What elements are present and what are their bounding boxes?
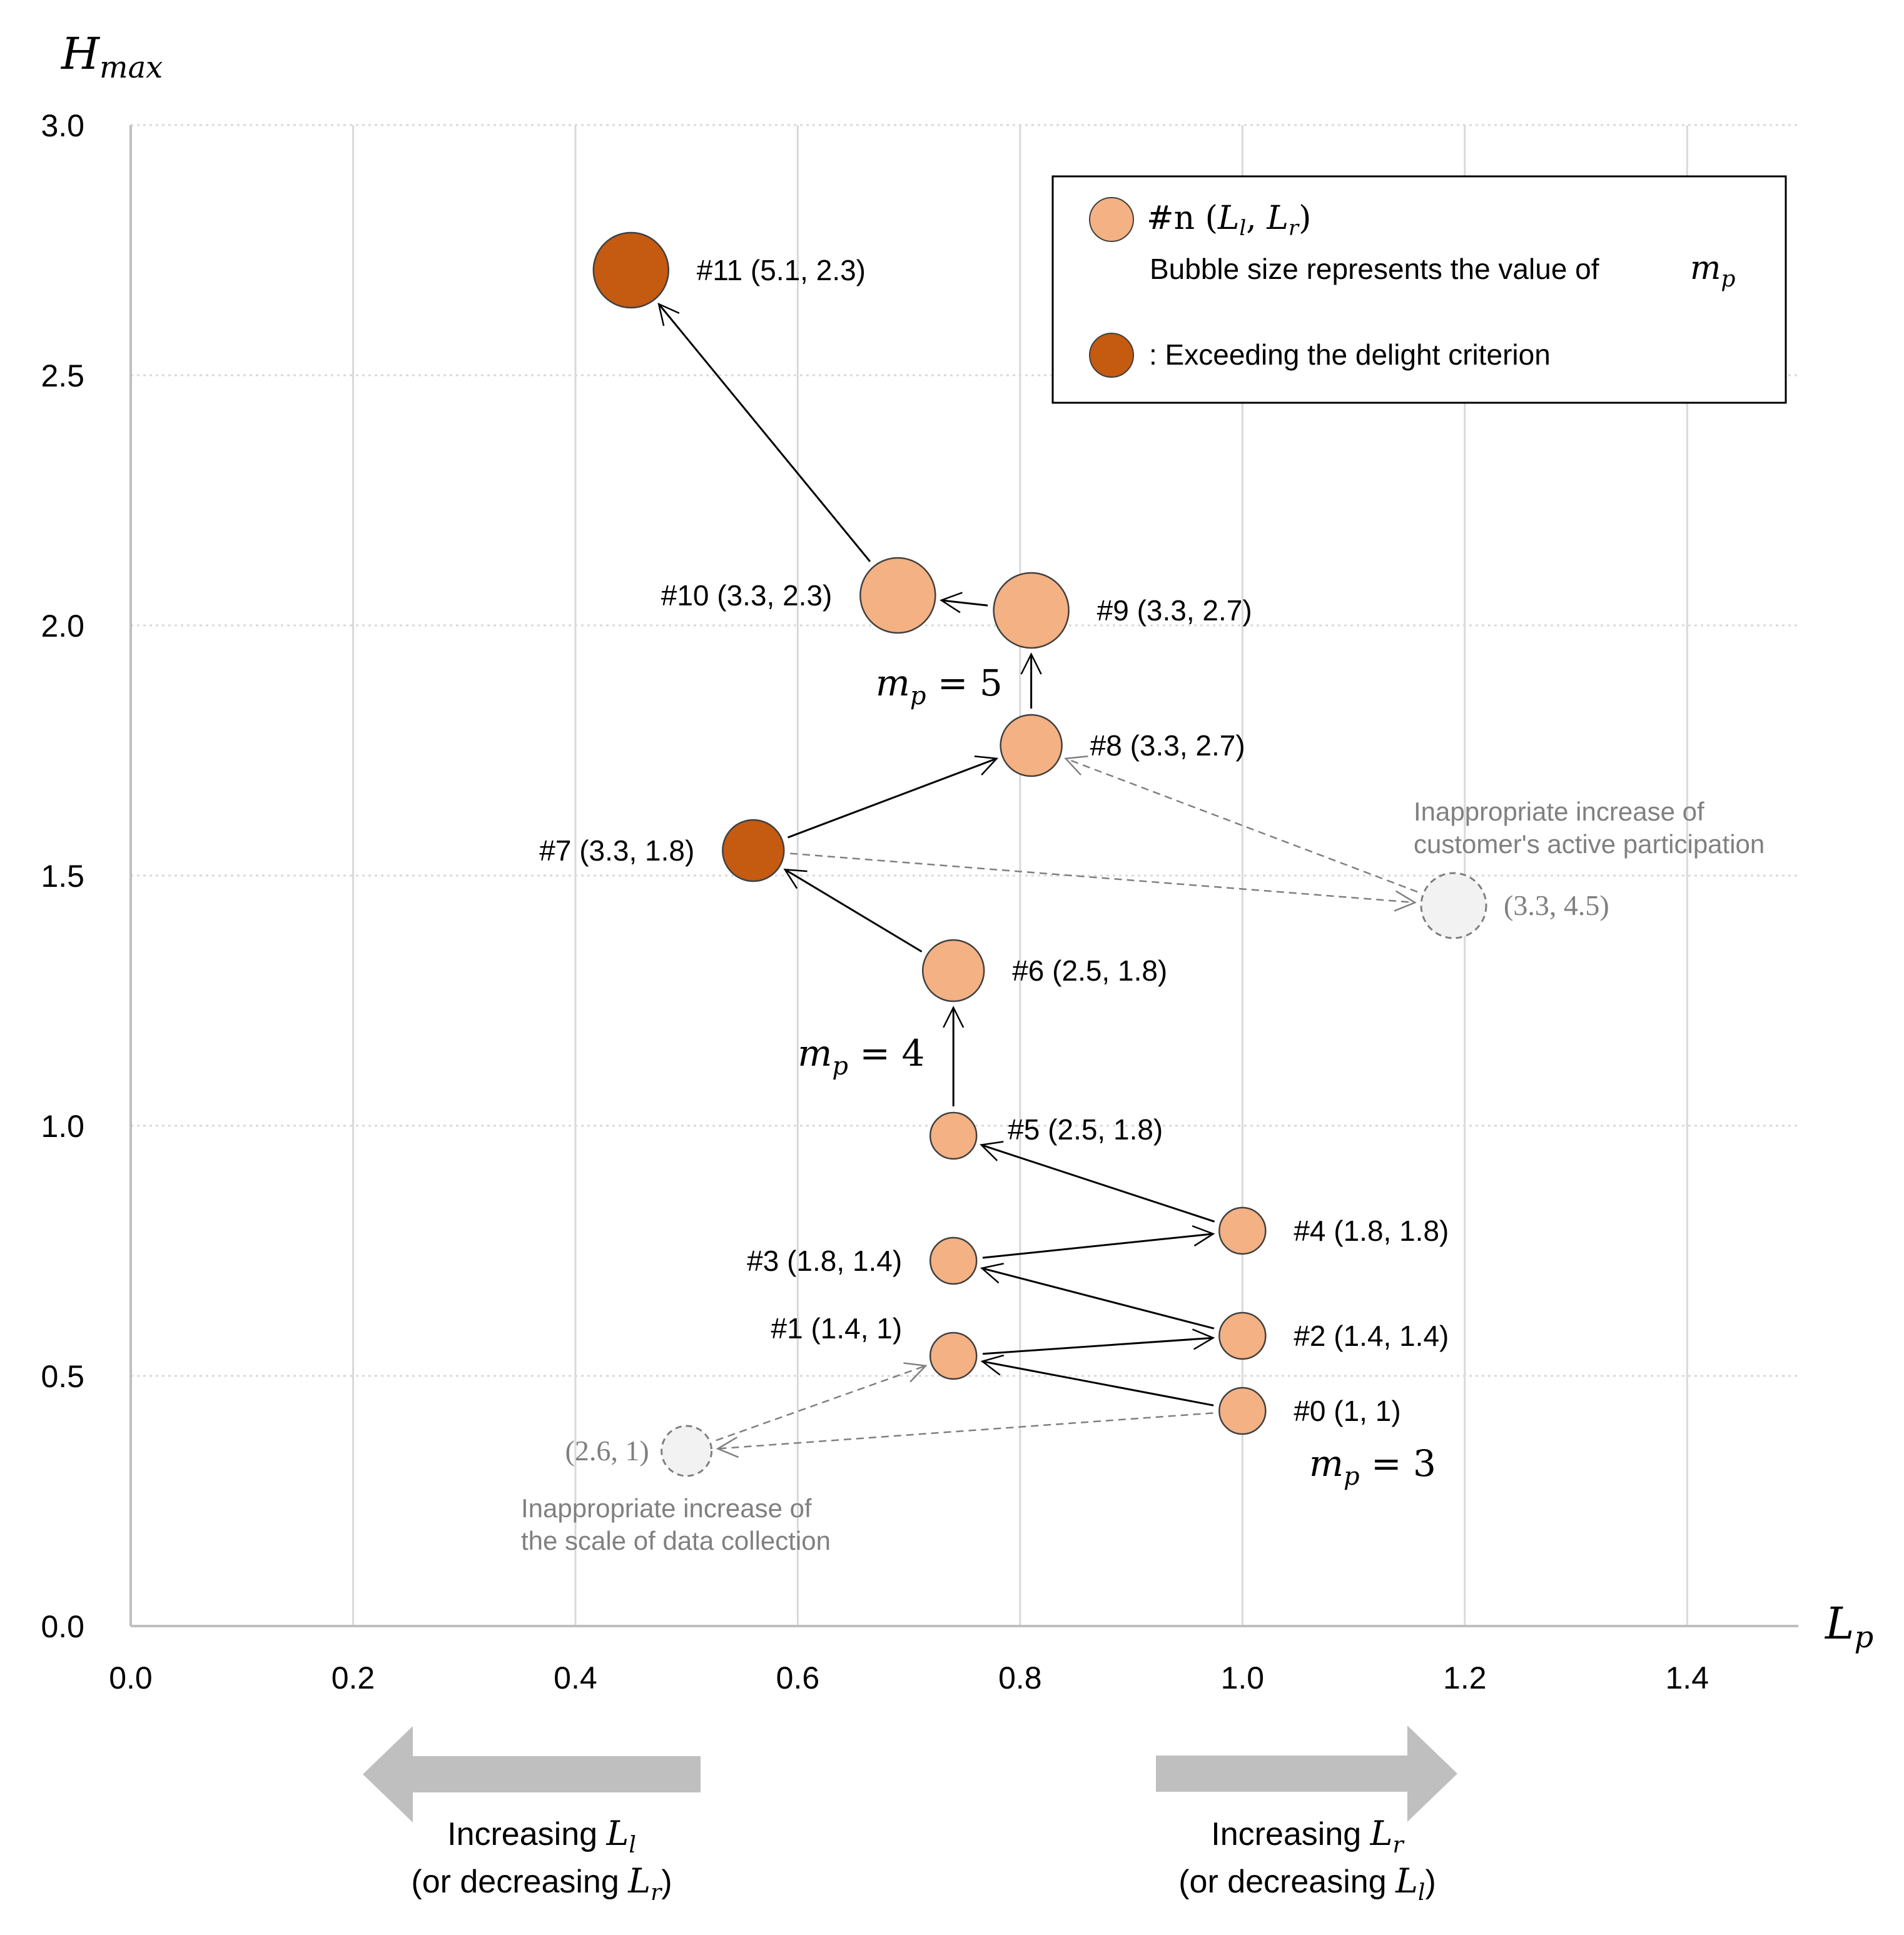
bubble-n3 [929, 1236, 978, 1285]
x-tick-label: 0.0 [109, 1660, 153, 1695]
legend: #n (Ll, Lr) Bubble size represents the v… [1051, 175, 1787, 404]
y-tick-label: 2.0 [41, 609, 84, 644]
x-tick-label: 1.2 [1443, 1660, 1487, 1695]
legend-size-description: Bubble size represents the value of [1150, 253, 1599, 285]
dashed-transition-arrow [1064, 755, 1418, 893]
legend-bubble-swatch [1089, 197, 1134, 242]
bubble-n11 [592, 231, 670, 309]
transition-arrow [657, 302, 871, 562]
transition-arrow [980, 1141, 1215, 1223]
y-tick-label: 3.0 [41, 108, 84, 143]
transition-arrow [939, 592, 988, 614]
bubble-n2 [1218, 1311, 1267, 1360]
bubble-n5 [929, 1111, 978, 1160]
bubble-label: #7 (3.3, 1.8) [539, 834, 694, 867]
bubble-label: #0 (1, 1) [1294, 1395, 1400, 1427]
mp-annotations: mp = 3 mp = 4 mp = 5 [798, 662, 1436, 1491]
transition-arrow [980, 1263, 1215, 1330]
legend-entry-title: #n (Ll, Lr) [1147, 200, 1311, 241]
legend-delight-swatch [1089, 333, 1134, 378]
bubble-n1 [929, 1331, 978, 1380]
bubble-n4 [1218, 1206, 1267, 1255]
x-tick-label: 1.0 [1221, 1660, 1265, 1695]
bubble-label: #4 (1.8, 1.8) [1294, 1215, 1449, 1247]
axes: 0.0 0.2 0.4 0.6 0.8 1.0 1.2 1.4 0.0 0.5 1.0 1.5 2.0 2… [41, 108, 1798, 1695]
y-tick-label: 1.0 [41, 1109, 84, 1144]
bubble-n6 [921, 939, 985, 1003]
legend-entry-prefix: #n ( [1147, 200, 1218, 237]
ghost-note-line1: Inappropriate increase of [1414, 797, 1704, 826]
direction-right: Increasing Lr (or decreasing Ll) [1156, 1725, 1457, 1906]
bubble-label: #10 (3.3, 2.3) [661, 579, 833, 612]
x-tick-label: 0.4 [554, 1660, 597, 1695]
ghost-note-line2: customer's active participation [1414, 829, 1765, 859]
dashed-transition-arrow [716, 1362, 928, 1442]
bubble-label: #1 (1.4, 1) [771, 1312, 903, 1345]
x-tick-label: 0.2 [332, 1660, 375, 1695]
direction-left: Increasing Ll (or decreasing Lr) [363, 1726, 701, 1906]
ghost-note-line1: Inappropriate increase of [521, 1493, 812, 1523]
right-direction-line1: Increasing Lr [1211, 1814, 1404, 1858]
y-axis-title: Hmax [60, 28, 163, 85]
transition-arrow [982, 1225, 1215, 1259]
y-tick-label: 1.5 [41, 859, 84, 894]
y-tick-label: 0.5 [41, 1359, 84, 1394]
transition-arrow [783, 868, 923, 952]
bubble-label: #8 (3.3, 2.7) [1090, 729, 1245, 762]
mp-annotation: mp = 4 [798, 1032, 924, 1081]
x-axis-title: Lp [1824, 1598, 1873, 1655]
bubble-labels: #0 (1, 1) #1 (1.4, 1) #2 (1.4, 1.4) #3 (1.8… [539, 254, 1449, 1427]
transition-arrow [980, 1354, 1214, 1407]
ghost-label: (2.6, 1) [565, 1435, 649, 1467]
ghost-label: (3.3, 4.5) [1504, 889, 1609, 921]
right-direction-line2: (or decreasing Ll) [1178, 1861, 1436, 1906]
mp-annotation: mp = 3 [1309, 1442, 1436, 1491]
bubble-n10 [859, 557, 936, 634]
y-tick-label: 0.0 [41, 1609, 84, 1644]
legend-var-lr: L [1266, 200, 1289, 237]
ghost-bubble [1420, 872, 1487, 939]
y-tick-label: 2.5 [41, 358, 84, 393]
x-tick-label: 0.6 [776, 1660, 820, 1695]
ghost-bubble [661, 1425, 713, 1477]
legend-delight-text: : Exceeding the delight criterion [1149, 338, 1551, 371]
ghost-note-line2: the scale of data collection [521, 1526, 831, 1555]
x-tick-label: 1.4 [1666, 1660, 1709, 1695]
transition-arrow [983, 1328, 1215, 1355]
left-arrow-shape [363, 1726, 701, 1822]
bubble-n0 [1218, 1387, 1267, 1435]
bubbles [592, 231, 1267, 1435]
bubble-label: #3 (1.8, 1.4) [747, 1245, 902, 1277]
bubble-n7 [722, 819, 785, 882]
right-arrow-shape [1156, 1725, 1457, 1822]
bubble-n8 [1000, 714, 1063, 777]
ghost-points: (2.6, 1) Inappropriate increase of the sca… [521, 797, 1765, 1555]
x-tick-label: 0.8 [998, 1660, 1042, 1695]
legend-var-ll-sub: l [1239, 216, 1246, 241]
left-direction-line2: (or decreasing Lr) [411, 1861, 672, 1906]
dashed-transition-arrow [790, 852, 1417, 912]
bubble-label: #9 (3.3, 2.7) [1097, 594, 1252, 627]
legend-var-lr-sub: r [1289, 216, 1300, 241]
transition-arrows [657, 302, 1418, 1458]
legend-entry-suffix: ) [1299, 200, 1311, 237]
dashed-transition-arrow [716, 1412, 1213, 1458]
left-direction-line1: Increasing Ll [447, 1814, 636, 1858]
bubble-label: #6 (2.5, 1.8) [1012, 954, 1167, 987]
bubble-label: #2 (1.4, 1.4) [1294, 1320, 1449, 1352]
transition-arrow [787, 755, 999, 839]
mp-annotation: mp = 5 [876, 662, 1003, 710]
legend-var-ll: L [1217, 200, 1240, 237]
bubble-n9 [993, 572, 1070, 649]
bubble-label: #5 (2.5, 1.8) [1008, 1113, 1163, 1146]
bubble-label: #11 (5.1, 2.3) [697, 254, 866, 286]
